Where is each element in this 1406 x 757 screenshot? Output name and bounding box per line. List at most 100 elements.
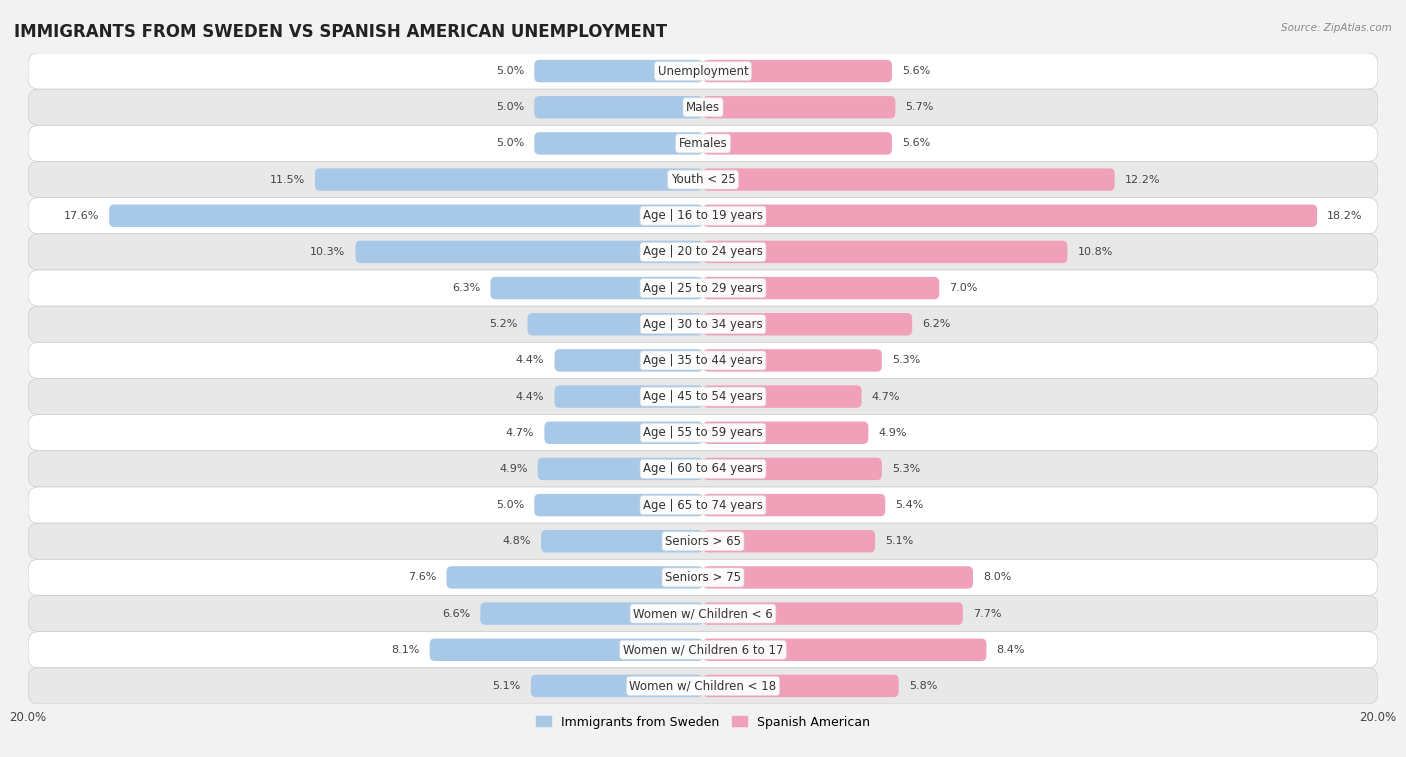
FancyBboxPatch shape (703, 639, 987, 661)
Text: 6.2%: 6.2% (922, 319, 950, 329)
FancyBboxPatch shape (541, 530, 703, 553)
FancyBboxPatch shape (28, 631, 1378, 668)
FancyBboxPatch shape (356, 241, 703, 263)
Text: 5.8%: 5.8% (908, 681, 938, 691)
FancyBboxPatch shape (534, 60, 703, 83)
FancyBboxPatch shape (28, 415, 1378, 451)
FancyBboxPatch shape (544, 422, 703, 444)
FancyBboxPatch shape (703, 132, 891, 154)
FancyBboxPatch shape (531, 674, 703, 697)
Text: 5.3%: 5.3% (891, 356, 920, 366)
Text: 5.7%: 5.7% (905, 102, 934, 112)
Text: 12.2%: 12.2% (1125, 175, 1160, 185)
Text: Age | 16 to 19 years: Age | 16 to 19 years (643, 209, 763, 223)
FancyBboxPatch shape (28, 342, 1378, 378)
FancyBboxPatch shape (28, 523, 1378, 559)
Text: 8.1%: 8.1% (391, 645, 419, 655)
FancyBboxPatch shape (703, 168, 1115, 191)
FancyBboxPatch shape (537, 458, 703, 480)
Text: 6.3%: 6.3% (453, 283, 481, 293)
FancyBboxPatch shape (534, 96, 703, 118)
Text: Youth < 25: Youth < 25 (671, 173, 735, 186)
FancyBboxPatch shape (554, 349, 703, 372)
Text: 11.5%: 11.5% (270, 175, 305, 185)
FancyBboxPatch shape (28, 487, 1378, 523)
FancyBboxPatch shape (28, 89, 1378, 126)
FancyBboxPatch shape (703, 458, 882, 480)
FancyBboxPatch shape (28, 234, 1378, 270)
Text: Age | 25 to 29 years: Age | 25 to 29 years (643, 282, 763, 294)
Text: 5.2%: 5.2% (489, 319, 517, 329)
Text: 4.4%: 4.4% (516, 356, 544, 366)
Text: Women w/ Children < 18: Women w/ Children < 18 (630, 680, 776, 693)
Text: 8.0%: 8.0% (983, 572, 1011, 582)
Text: Age | 55 to 59 years: Age | 55 to 59 years (643, 426, 763, 439)
FancyBboxPatch shape (28, 668, 1378, 704)
FancyBboxPatch shape (703, 204, 1317, 227)
Text: Seniors > 65: Seniors > 65 (665, 534, 741, 548)
Text: 5.1%: 5.1% (492, 681, 520, 691)
Text: 5.0%: 5.0% (496, 102, 524, 112)
Text: Males: Males (686, 101, 720, 114)
Text: Age | 65 to 74 years: Age | 65 to 74 years (643, 499, 763, 512)
FancyBboxPatch shape (315, 168, 703, 191)
Text: 7.6%: 7.6% (408, 572, 436, 582)
FancyBboxPatch shape (703, 674, 898, 697)
Text: 5.1%: 5.1% (886, 536, 914, 547)
FancyBboxPatch shape (447, 566, 703, 589)
FancyBboxPatch shape (28, 126, 1378, 161)
Text: Age | 35 to 44 years: Age | 35 to 44 years (643, 354, 763, 367)
FancyBboxPatch shape (703, 530, 875, 553)
Text: 4.9%: 4.9% (499, 464, 527, 474)
FancyBboxPatch shape (703, 603, 963, 625)
Text: Women w/ Children < 6: Women w/ Children < 6 (633, 607, 773, 620)
Text: Seniors > 75: Seniors > 75 (665, 571, 741, 584)
FancyBboxPatch shape (481, 603, 703, 625)
FancyBboxPatch shape (703, 422, 869, 444)
FancyBboxPatch shape (28, 378, 1378, 415)
Text: 4.7%: 4.7% (872, 391, 900, 401)
FancyBboxPatch shape (28, 559, 1378, 596)
Text: 5.6%: 5.6% (903, 66, 931, 76)
Text: 5.0%: 5.0% (496, 500, 524, 510)
Text: 10.3%: 10.3% (311, 247, 346, 257)
Text: 18.2%: 18.2% (1327, 210, 1362, 221)
FancyBboxPatch shape (527, 313, 703, 335)
FancyBboxPatch shape (534, 132, 703, 154)
Text: 5.6%: 5.6% (903, 139, 931, 148)
FancyBboxPatch shape (703, 241, 1067, 263)
FancyBboxPatch shape (491, 277, 703, 299)
FancyBboxPatch shape (534, 494, 703, 516)
Text: Women w/ Children 6 to 17: Women w/ Children 6 to 17 (623, 643, 783, 656)
Text: 4.4%: 4.4% (516, 391, 544, 401)
Text: 17.6%: 17.6% (63, 210, 98, 221)
Text: 4.8%: 4.8% (502, 536, 531, 547)
Text: Age | 45 to 54 years: Age | 45 to 54 years (643, 390, 763, 403)
FancyBboxPatch shape (28, 53, 1378, 89)
FancyBboxPatch shape (110, 204, 703, 227)
Text: Age | 30 to 34 years: Age | 30 to 34 years (643, 318, 763, 331)
Text: Unemployment: Unemployment (658, 64, 748, 77)
FancyBboxPatch shape (28, 306, 1378, 342)
Text: Age | 20 to 24 years: Age | 20 to 24 years (643, 245, 763, 258)
FancyBboxPatch shape (703, 96, 896, 118)
FancyBboxPatch shape (28, 198, 1378, 234)
FancyBboxPatch shape (28, 270, 1378, 306)
Text: Females: Females (679, 137, 727, 150)
FancyBboxPatch shape (28, 596, 1378, 631)
Text: 5.4%: 5.4% (896, 500, 924, 510)
FancyBboxPatch shape (703, 349, 882, 372)
Text: 10.8%: 10.8% (1077, 247, 1114, 257)
Text: 5.0%: 5.0% (496, 139, 524, 148)
Text: 7.0%: 7.0% (949, 283, 977, 293)
FancyBboxPatch shape (703, 385, 862, 408)
FancyBboxPatch shape (703, 60, 891, 83)
FancyBboxPatch shape (703, 313, 912, 335)
Text: Age | 60 to 64 years: Age | 60 to 64 years (643, 463, 763, 475)
Text: IMMIGRANTS FROM SWEDEN VS SPANISH AMERICAN UNEMPLOYMENT: IMMIGRANTS FROM SWEDEN VS SPANISH AMERIC… (14, 23, 668, 41)
FancyBboxPatch shape (430, 639, 703, 661)
Legend: Immigrants from Sweden, Spanish American: Immigrants from Sweden, Spanish American (531, 711, 875, 734)
Text: 7.7%: 7.7% (973, 609, 1001, 618)
Text: 4.7%: 4.7% (506, 428, 534, 438)
Text: 5.3%: 5.3% (891, 464, 920, 474)
